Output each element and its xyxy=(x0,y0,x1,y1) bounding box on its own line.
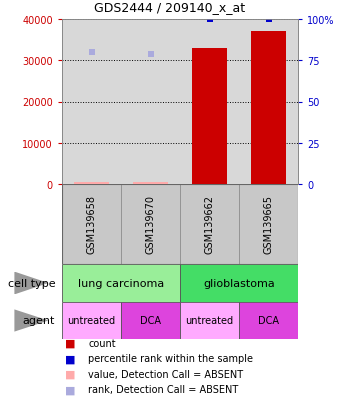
Text: cell type: cell type xyxy=(7,278,55,288)
Bar xyxy=(251,32,286,185)
Text: GSM139665: GSM139665 xyxy=(264,195,273,254)
Text: value, Detection Call = ABSENT: value, Detection Call = ABSENT xyxy=(88,369,243,379)
Text: ■: ■ xyxy=(65,369,75,379)
Text: percentile rank within the sample: percentile rank within the sample xyxy=(88,354,253,363)
Bar xyxy=(62,264,180,302)
Text: ■: ■ xyxy=(65,354,75,363)
Bar xyxy=(180,185,239,264)
Point xyxy=(266,17,271,23)
Bar xyxy=(192,49,227,185)
Text: rank, Detection Call = ABSENT: rank, Detection Call = ABSENT xyxy=(88,385,239,394)
Text: GDS2444 / 209140_x_at: GDS2444 / 209140_x_at xyxy=(95,2,245,14)
Text: GSM139662: GSM139662 xyxy=(204,195,215,254)
Text: DCA: DCA xyxy=(258,316,279,326)
Bar xyxy=(121,185,180,264)
Bar xyxy=(62,185,121,264)
Polygon shape xyxy=(14,272,48,295)
Text: ■: ■ xyxy=(65,385,75,394)
Bar xyxy=(180,264,298,302)
Text: glioblastoma: glioblastoma xyxy=(203,278,275,288)
Bar xyxy=(133,182,168,185)
Bar xyxy=(239,302,298,339)
Text: untreated: untreated xyxy=(185,316,234,326)
Point xyxy=(89,50,94,56)
Bar xyxy=(74,183,109,185)
Text: count: count xyxy=(88,338,116,348)
Polygon shape xyxy=(14,310,48,332)
Text: DCA: DCA xyxy=(140,316,161,326)
Bar xyxy=(180,302,239,339)
Text: agent: agent xyxy=(23,316,55,326)
Bar xyxy=(239,185,298,264)
Bar xyxy=(62,302,121,339)
Point xyxy=(207,17,212,23)
Point xyxy=(148,52,153,58)
Bar xyxy=(121,302,180,339)
Text: ■: ■ xyxy=(65,338,75,348)
Text: GSM139670: GSM139670 xyxy=(146,195,155,254)
Text: GSM139658: GSM139658 xyxy=(86,195,97,254)
Bar xyxy=(62,185,298,264)
Text: untreated: untreated xyxy=(67,316,116,326)
Text: lung carcinoma: lung carcinoma xyxy=(78,278,164,288)
